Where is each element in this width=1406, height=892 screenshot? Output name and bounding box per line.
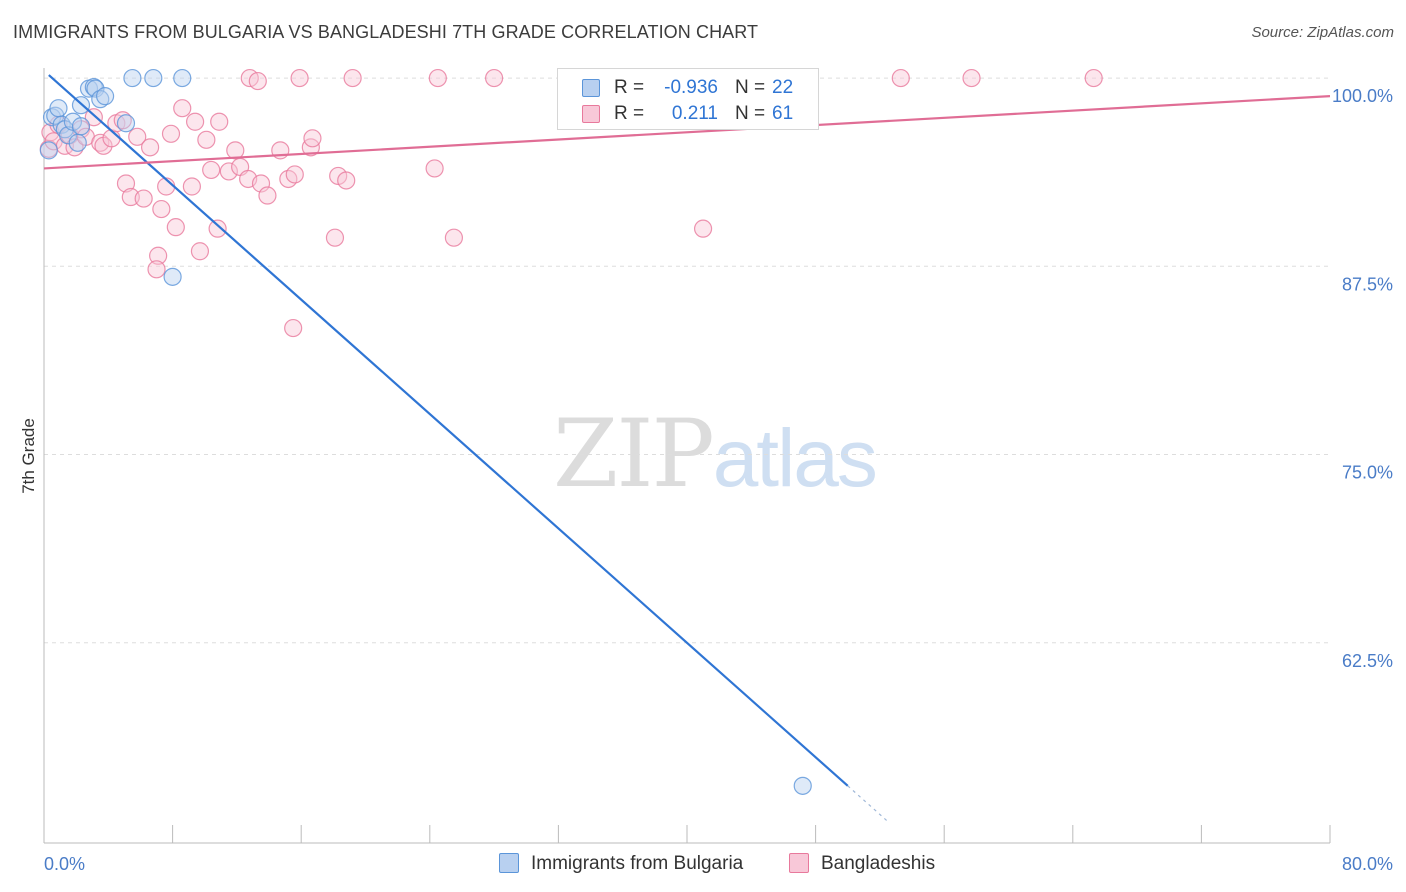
y-tick-label: 87.5% <box>1342 274 1393 294</box>
scatter-plot: 100.0% 87.5% 75.0% 62.5% 0.0% 80.0% 7th Grade <box>0 0 1406 892</box>
point-bangladeshis <box>695 220 712 237</box>
point-bulgaria <box>69 134 86 151</box>
point-bangladeshis <box>183 178 200 195</box>
axis-labels: 100.0% 87.5% 75.0% 62.5% 0.0% 80.0% 7th Grade <box>19 86 1393 874</box>
point-bangladeshis <box>344 70 361 87</box>
point-bangladeshis <box>326 229 343 246</box>
y-tick-label: 62.5% <box>1342 651 1393 671</box>
legend-n-value: 22 <box>772 77 793 99</box>
series-bulgaria-points <box>40 70 811 795</box>
legend-r-label: R = <box>614 77 644 99</box>
legend-swatch-bulgaria <box>582 79 600 97</box>
point-bangladeshis <box>429 70 446 87</box>
point-bangladeshis <box>1085 70 1102 87</box>
point-bangladeshis <box>187 113 204 130</box>
point-bangladeshis <box>148 261 165 278</box>
point-bulgaria <box>794 777 811 794</box>
bottom-legend-label: Bangladeshis <box>821 853 935 875</box>
point-bulgaria <box>164 268 181 285</box>
point-bangladeshis <box>338 172 355 189</box>
y-tick-label: 75.0% <box>1342 463 1393 483</box>
point-bulgaria <box>72 118 89 135</box>
point-bulgaria <box>50 100 67 117</box>
point-bangladeshis <box>167 219 184 236</box>
point-bangladeshis <box>103 130 120 147</box>
legend-r-value: -0.936 <box>648 77 718 99</box>
point-bangladeshis <box>259 187 276 204</box>
chart-root: IMMIGRANTS FROM BULGARIA VS BANGLADESHI … <box>0 0 1406 892</box>
point-bangladeshis <box>291 70 308 87</box>
bottom-legend-swatch-bulgaria <box>499 853 519 873</box>
point-bulgaria <box>174 70 191 87</box>
bottom-legend-label: Immigrants from Bulgaria <box>531 853 743 875</box>
point-bangladeshis <box>142 139 159 156</box>
point-bulgaria <box>40 142 57 159</box>
point-bangladeshis <box>162 125 179 142</box>
legend-row-bangladeshis: R = 0.211 N = 61 <box>558 101 818 127</box>
point-bangladeshis <box>203 161 220 178</box>
point-bangladeshis <box>892 70 909 87</box>
trend-line-bulgaria-extension <box>848 786 890 823</box>
bottom-legend-swatch-bangladeshis <box>789 853 809 873</box>
point-bangladeshis <box>304 130 321 147</box>
point-bangladeshis <box>249 73 266 90</box>
legend-n-value: 61 <box>772 103 793 125</box>
point-bangladeshis <box>445 229 462 246</box>
point-bangladeshis <box>198 131 215 148</box>
x-tick-label: 0.0% <box>44 854 85 874</box>
point-bulgaria <box>97 88 114 105</box>
point-bangladeshis <box>209 220 226 237</box>
trend-line-bulgaria <box>49 75 848 786</box>
trend-lines <box>44 75 1330 823</box>
point-bangladeshis <box>191 243 208 260</box>
legend-n-label: N = <box>735 103 765 125</box>
point-bulgaria <box>117 115 134 132</box>
axis-layer <box>44 68 1330 843</box>
legend-r-label: R = <box>614 103 644 125</box>
point-bangladeshis <box>135 190 152 207</box>
y-axis-title: 7th Grade <box>19 418 38 494</box>
point-bangladeshis <box>285 320 302 337</box>
legend-r-value: 0.211 <box>648 103 718 125</box>
point-bangladeshis <box>211 113 228 130</box>
legend-row-bulgaria: R = -0.936 N = 22 <box>558 75 818 101</box>
point-bangladeshis <box>153 201 170 218</box>
point-bangladeshis <box>286 166 303 183</box>
point-bangladeshis <box>174 100 191 117</box>
x-tick-label: 80.0% <box>1342 854 1393 874</box>
correlation-legend: R = -0.936 N = 22 R = 0.211 N = 61 <box>557 68 819 130</box>
point-bulgaria <box>145 70 162 87</box>
legend-swatch-bangladeshis <box>582 105 600 123</box>
point-bangladeshis <box>963 70 980 87</box>
legend-n-label: N = <box>735 77 765 99</box>
point-bulgaria <box>124 70 141 87</box>
point-bangladeshis <box>426 160 443 177</box>
point-bangladeshis <box>486 70 503 87</box>
y-tick-label: 100.0% <box>1332 86 1393 106</box>
